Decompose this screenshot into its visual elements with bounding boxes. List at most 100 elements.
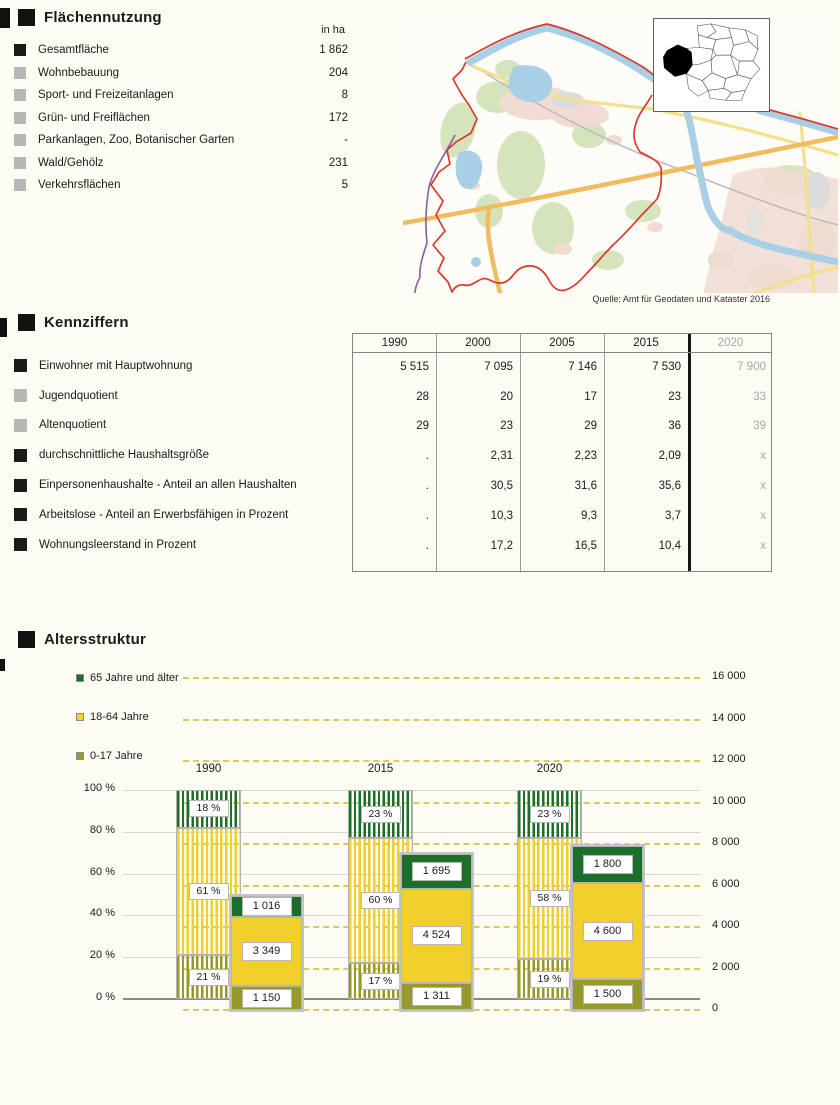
land-use-row: Sport- und Freizeitanlagen 8 [14, 84, 348, 107]
section-header-altersstruktur: Altersstruktur [18, 631, 146, 648]
year-column-header: 1990 [381, 337, 408, 349]
right-axis-tick-label: 10 000 [712, 794, 746, 807]
land-use-row: Grün- und Freiflächen 172 [14, 107, 348, 130]
land-use-value: 8 [341, 89, 348, 102]
count-label: 1 500 [582, 984, 633, 1004]
table-cell: 5 515 [400, 360, 429, 373]
table-cell: 10,4 [658, 539, 681, 552]
key-figure-row: Arbeitslose - Anteil an Erwerbsfähigen i… [14, 500, 344, 530]
percent-bar-segment [176, 790, 241, 828]
land-use-row: Gesamtfläche 1 862 [14, 39, 348, 62]
unit-label: in ha [321, 24, 345, 36]
legend-label: 65 Jahre und älter [90, 672, 179, 684]
count-label: 4 600 [582, 921, 633, 941]
table-column-divider [520, 334, 521, 571]
legend-swatch [76, 713, 84, 721]
percent-label: 60 % [360, 892, 401, 910]
land-use-marker-icon [14, 66, 26, 79]
right-axis-tick-label: 16 000 [712, 670, 746, 682]
land-use-label: Grün- und Freiflächen [38, 111, 150, 124]
key-figure-label: durchschnittliche Haushaltsgröße [39, 449, 210, 462]
key-figure-marker-icon [14, 508, 27, 522]
table-cell: 23 [500, 420, 513, 433]
river-elbe [466, 24, 840, 266]
year-column-header: 2020 [717, 337, 744, 349]
key-figure-label: Einwohner mit Hauptwohnung [39, 359, 193, 372]
table-cell: x [760, 509, 766, 522]
land-use-marker-icon [14, 134, 26, 147]
table-cell: 20 [500, 390, 513, 403]
table-cell: 23 [668, 390, 681, 403]
table-cell: 10,3 [490, 509, 513, 522]
table-cell: . [425, 539, 429, 552]
scan-artifact [0, 659, 5, 671]
count-label: 1 016 [241, 896, 292, 916]
land-use-marker-icon [14, 89, 26, 102]
built-up-areas [466, 86, 838, 293]
count-gridline [183, 760, 700, 762]
percent-label: 23 % [360, 805, 401, 823]
count-gridline [183, 801, 700, 804]
left-axis-tick-label: 60 % [89, 865, 115, 878]
count-label: 3 349 [241, 941, 292, 961]
percent-label: 21 % [188, 968, 229, 986]
percent-bar-segment [517, 790, 582, 839]
key-figure-row: Einpersonenhaushalte - Anteil an allen H… [14, 470, 344, 500]
table-cell: 17 [584, 390, 597, 403]
land-use-label: Wohnbebauung [38, 66, 119, 79]
left-axis-tick-label: 20 % [89, 949, 115, 962]
table-cell: 30,5 [490, 480, 513, 493]
land-use-value: 1 862 [319, 44, 348, 57]
year-label: 2020 [536, 763, 563, 775]
land-use-value: 204 [328, 66, 348, 79]
table-column-divider [436, 334, 437, 571]
right-axis-tick-label: 2 000 [712, 960, 740, 973]
key-figure-row: Altenquotient [14, 411, 344, 441]
legend-label: 0-17 Jahre [90, 750, 143, 762]
key-figure-marker-icon [14, 478, 27, 492]
table-cell: 3,7 [665, 509, 681, 522]
count-gridline [183, 843, 700, 845]
table-cell: 7 095 [484, 360, 513, 373]
count-gridline [183, 718, 700, 721]
land-use-value: 231 [328, 156, 348, 169]
count-label: 1 311 [411, 986, 462, 1006]
section-marker-icon [18, 314, 35, 331]
table-cell: 39 [753, 420, 766, 433]
section-title: Kennziffern [44, 314, 129, 331]
inset-map [653, 18, 770, 112]
table-cell: 33 [753, 390, 766, 403]
table-cell: 17,2 [490, 539, 513, 552]
percent-label: 58 % [529, 890, 570, 908]
land-use-value: - [344, 134, 348, 147]
land-use-label: Verkehrsflächen [38, 179, 121, 192]
left-axis-tick-label: 100 % [83, 782, 115, 794]
section-title: Flächennutzung [44, 9, 162, 26]
land-use-row: Verkehrsflächen 5 [14, 174, 348, 197]
land-use-label: Wald/Gehölz [38, 156, 104, 169]
table-cell: 9,3 [581, 509, 597, 522]
land-use-row: Wohnbebauung 204 [14, 62, 348, 85]
land-use-value: 172 [328, 111, 348, 124]
section-title: Altersstruktur [44, 631, 146, 648]
table-cell: . [425, 450, 429, 463]
highways [400, 134, 840, 296]
table-cell: 28 [416, 390, 429, 403]
right-axis-tick-label: 0 [712, 1002, 719, 1014]
table-cell: 31,6 [574, 480, 597, 493]
year-column-header: 2000 [465, 337, 491, 349]
table-cell: x [760, 539, 766, 552]
right-axis-tick-label: 6 000 [712, 877, 740, 890]
land-use-row: Wald/Gehölz 231 [14, 152, 348, 175]
table-cell: . [425, 480, 429, 493]
key-figure-label: Einpersonenhaushalte - Anteil an allen H… [39, 479, 297, 492]
key-figure-marker-icon [14, 538, 27, 552]
land-use-label: Gesamtfläche [38, 44, 109, 57]
key-figure-marker-icon [14, 359, 27, 373]
table-cell: 7 146 [568, 360, 597, 373]
count-gridline [183, 677, 700, 679]
year-label: 1990 [195, 763, 222, 775]
land-use-marker-icon [14, 111, 26, 124]
percent-label: 18 % [188, 800, 229, 818]
